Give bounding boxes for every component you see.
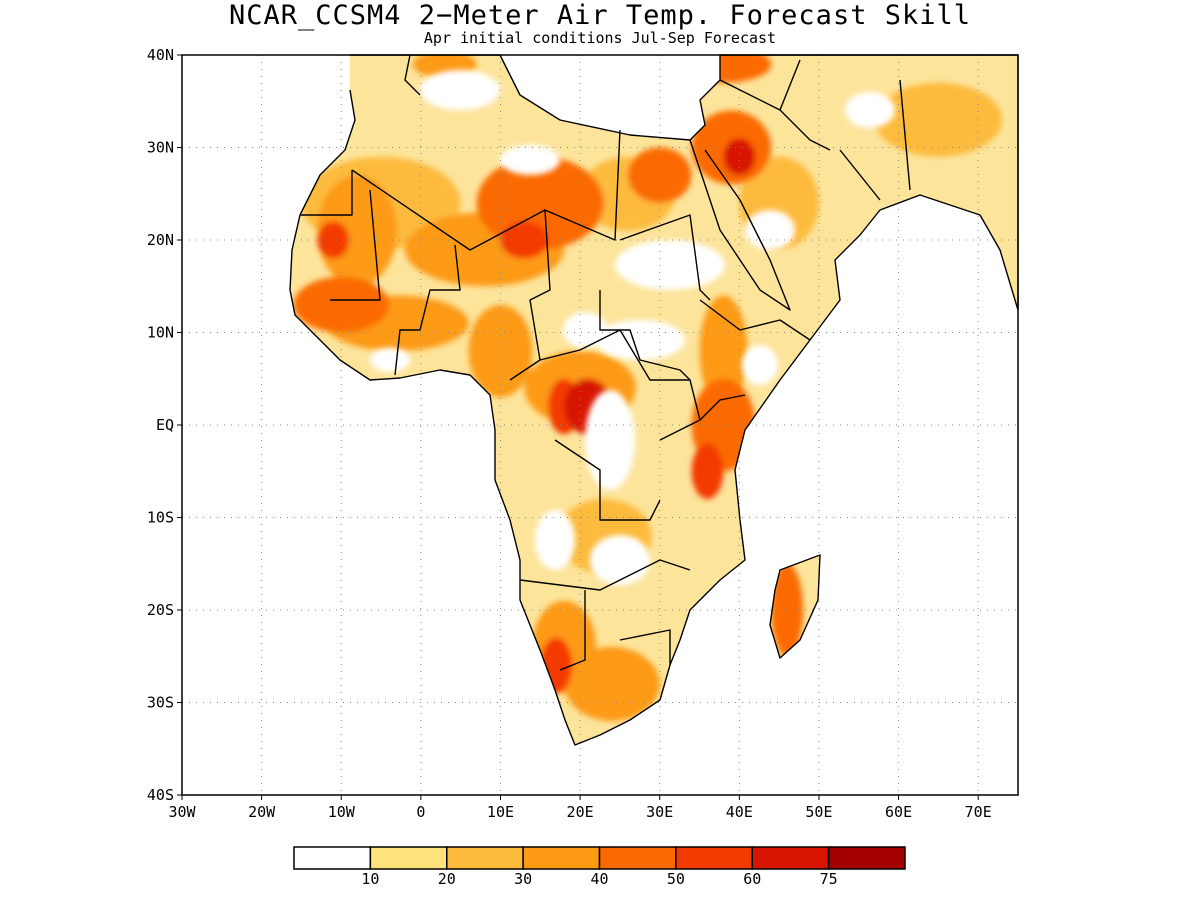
lon-tick-label: 70E	[965, 803, 992, 821]
colorbar: 10 20 30 40 50 60 75	[293, 846, 906, 888]
skill-region	[627, 147, 692, 203]
skill-region	[874, 82, 1003, 157]
colorbar-swatch	[751, 846, 830, 870]
colorbar-swatch	[293, 846, 372, 870]
lat-tick-label: 20S	[147, 601, 174, 619]
lon-tick-label: 10E	[487, 803, 514, 821]
skill-region	[723, 138, 756, 176]
lon-tick-label: 0	[416, 803, 425, 821]
colorbar-label: 75	[820, 870, 838, 888]
latitude-axis: 40N 30N 20N 10N EQ 10S 20S 30S 40S	[147, 46, 182, 804]
colorbar-label: 60	[743, 870, 761, 888]
lon-tick-label: 60E	[885, 803, 912, 821]
skill-region	[293, 277, 390, 333]
lat-tick-label: EQ	[156, 416, 174, 434]
lon-tick-label: 40E	[726, 803, 753, 821]
lon-tick-label: 30W	[168, 803, 196, 821]
lat-tick-label: 30S	[147, 694, 174, 712]
lat-tick-label: 40N	[147, 46, 174, 64]
lat-tick-label: 20N	[147, 231, 174, 249]
lon-tick-label: 30E	[646, 803, 673, 821]
map-subtitle: Apr initial conditions Jul-Sep Forecast	[423, 29, 777, 47]
lon-tick-label: 20E	[567, 803, 594, 821]
skill-region	[317, 175, 397, 287]
lon-tick-label: 10W	[328, 803, 356, 821]
colorbar-swatch	[675, 846, 753, 870]
colorbar-swatch	[598, 846, 677, 870]
lon-tick-label: 20W	[248, 803, 276, 821]
colorbar-swatch	[827, 846, 906, 870]
lat-tick-label: 10N	[147, 324, 174, 342]
lon-tick-label: 50E	[805, 803, 832, 821]
colorbar-label: 20	[438, 870, 456, 888]
skill-region	[476, 156, 604, 250]
skill-region	[771, 563, 804, 657]
skill-region	[691, 443, 724, 499]
lat-tick-label: 30N	[147, 139, 174, 157]
colorbar-label: 40	[590, 870, 608, 888]
colorbar-label: 30	[514, 870, 532, 888]
colorbar-label: 50	[667, 870, 685, 888]
colorbar-swatch	[522, 846, 601, 870]
lat-tick-label: 40S	[147, 786, 174, 804]
skill-region	[699, 295, 748, 407]
colorbar-swatch	[369, 846, 448, 870]
colorbar-swatch	[446, 846, 524, 870]
skill-region	[500, 221, 549, 259]
skill-region	[468, 304, 533, 398]
lat-tick-label: 10S	[147, 509, 174, 527]
map-title: NCAR_CCSM4 2−Meter Air Temp. Forecast Sk…	[229, 0, 971, 31]
longitude-axis: 30W 20W 10W 0 10E 20E 30E 40E 50E 60E 70E	[168, 795, 992, 821]
colorbar-label: 10	[361, 870, 379, 888]
